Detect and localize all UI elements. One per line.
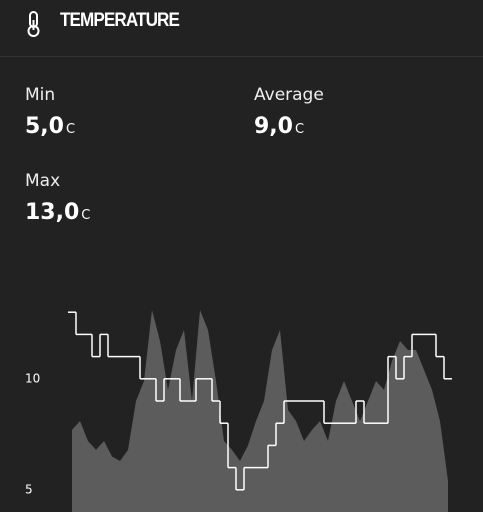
- y-tick-label: 5: [25, 482, 33, 496]
- stat-value: 13,0 C: [25, 200, 90, 225]
- value: 13,0: [25, 200, 80, 225]
- unit: C: [294, 122, 305, 137]
- stat-value: 9,0 C: [254, 114, 324, 139]
- value: 9,0: [254, 114, 293, 139]
- value: 5,0: [25, 114, 64, 139]
- stat-average: Average 9,0 C: [254, 85, 324, 139]
- stat-value: 5,0 C: [25, 114, 75, 139]
- y-tick-label: 10: [25, 371, 40, 385]
- unit: C: [81, 208, 91, 223]
- thermometer-icon: [27, 11, 40, 37]
- unit: C: [65, 122, 76, 137]
- area: [72, 309, 448, 512]
- stat-max: Max 13,0 C: [25, 171, 90, 225]
- stat-min: Min 5,0 C: [25, 85, 75, 139]
- stat-label: Average: [254, 85, 324, 105]
- card-title: TEMPERATURE: [60, 10, 180, 31]
- divider: [0, 56, 483, 57]
- stat-label: Max: [25, 171, 61, 191]
- stat-label: Min: [25, 85, 56, 105]
